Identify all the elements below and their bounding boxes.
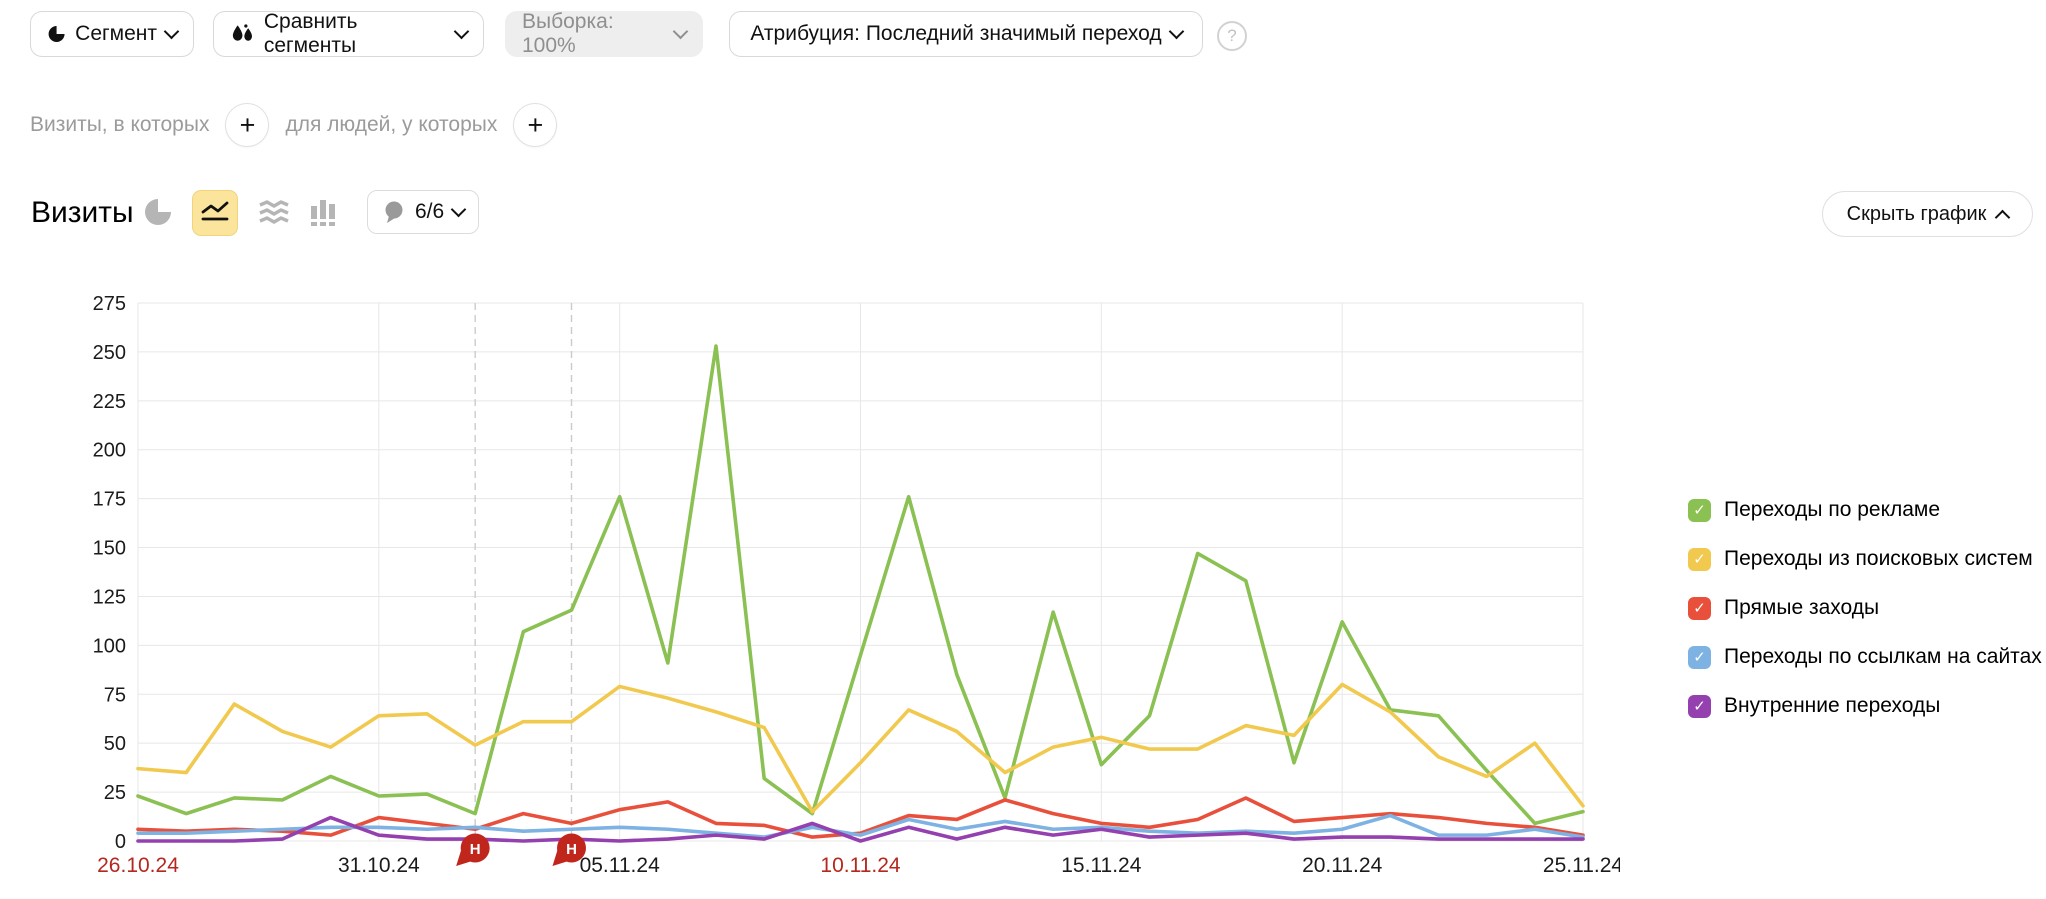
compare-segments-button[interactable]: Сравнить сегменты (213, 10, 484, 57)
chevron-down-icon (672, 23, 689, 39)
note-marker-label: Н (566, 841, 577, 858)
chart-type-line-button[interactable] (192, 190, 238, 236)
note-marker-label: Н (470, 841, 481, 858)
y-axis-tick-label: 0 (115, 831, 126, 853)
note-marker-tail (456, 850, 473, 866)
legend-item-search[interactable]: ✓ Переходы из поисковых систем (1688, 547, 2042, 571)
checkbox-checked-icon[interactable]: ✓ (1688, 498, 1711, 522)
y-axis-tick-label: 200 (93, 440, 126, 462)
y-axis-tick-label: 250 (93, 342, 126, 364)
note-marker-tail (552, 850, 569, 866)
visits-filter-label: Визиты, в которых (30, 113, 210, 136)
y-axis-tick-label: 25 (104, 782, 126, 804)
chart-type-stacked-area-button[interactable] (252, 190, 296, 234)
series-line[interactable] (136, 796, 1585, 839)
add-user-condition-button[interactable]: + (513, 103, 558, 147)
comment-bubble-icon (385, 201, 403, 223)
plus-icon: + (239, 109, 256, 140)
x-axis-tick-label: 05.11.24 (580, 854, 661, 877)
checkbox-checked-icon[interactable]: ✓ (1688, 596, 1711, 620)
attribution-label: Атрибуция: Последний значимый переход (750, 22, 1162, 45)
y-axis-tick-label: 225 (93, 391, 126, 413)
users-filter-label: для людей, у которых (285, 113, 498, 136)
chevron-down-icon (163, 23, 180, 39)
y-axis-tick-label: 50 (104, 733, 126, 755)
legend-item-direct[interactable]: ✓ Прямые заходы (1688, 596, 2042, 620)
chevron-down-icon (453, 23, 470, 39)
x-axis-tick-label: 31.10.24 (338, 854, 420, 877)
series-line[interactable] (136, 344, 1585, 826)
checkbox-checked-icon[interactable]: ✓ (1688, 547, 1711, 571)
series-line[interactable] (136, 815, 1585, 843)
comments-button[interactable]: 6/6 (367, 190, 480, 234)
compare-drops-icon (232, 24, 252, 41)
legend-item-site-links[interactable]: ✓ Переходы по ссылкам на сайтах (1688, 645, 2042, 669)
x-axis-tick-label: 20.11.24 (1302, 854, 1383, 877)
comments-count: 6/6 (415, 200, 445, 223)
legend-label: Переходы по ссылкам на сайтах (1724, 645, 2042, 668)
note-marker-icon[interactable] (460, 833, 490, 863)
legend-item-internal[interactable]: ✓ Внутренние переходы (1688, 694, 2042, 718)
legend-label: Внутренние переходы (1724, 694, 1941, 717)
y-axis-tick-label: 75 (104, 684, 126, 706)
legend-label: Прямые заходы (1724, 596, 1880, 619)
pie-segment-icon (48, 26, 65, 42)
attribution-button[interactable]: Атрибуция: Последний значимый переход (729, 11, 1203, 57)
checkbox-checked-icon[interactable]: ✓ (1688, 645, 1711, 669)
visits-chart[interactable]: 0 25 50 75 100 125 150 175 200 225 250 275 26.10.24 3… (0, 290, 1624, 894)
chart-type-pie-button[interactable] (136, 190, 180, 234)
hide-chart-button[interactable]: Скрыть график (1822, 191, 2033, 237)
sampling-button[interactable]: Выборка: 100% (505, 10, 703, 57)
add-visit-condition-button[interactable]: + (225, 103, 270, 147)
chart-title: Визиты (31, 196, 134, 229)
chevron-down-icon (1168, 23, 1184, 39)
chevron-up-icon (1995, 209, 2011, 225)
checkbox-checked-icon[interactable]: ✓ (1688, 694, 1711, 718)
y-axis-tick-label: 125 (93, 586, 126, 608)
column-chart-icon (311, 200, 335, 226)
y-axis-tick-label: 100 (93, 635, 126, 657)
legend-label: Переходы из поисковых систем (1724, 547, 2033, 570)
y-axis-tick-label: 175 (93, 489, 126, 511)
legend-label: Переходы по рекламе (1724, 498, 1941, 521)
chart-legend: ✓ Переходы по рекламе ✓ Переходы из поис… (1688, 498, 2042, 718)
note-marker-icon[interactable] (557, 833, 586, 863)
compare-segments-label: Сравнить сегменты (263, 10, 358, 57)
line-chart-icon (201, 201, 229, 221)
sampling-label: Выборка: 100% (522, 10, 614, 57)
segment-button[interactable]: Сегмент (30, 11, 194, 57)
chevron-down-icon (450, 201, 467, 217)
segment-button-label: Сегмент (75, 22, 157, 45)
visits-line-chart-svg[interactable]: 0 25 50 75 100 125 150 175 200 225 250 275 26.10.24 3… (0, 290, 1624, 894)
help-icon[interactable]: ? (1217, 21, 1247, 51)
x-axis-tick-label: 26.10.24 (97, 854, 179, 877)
y-axis-tick-label: 150 (93, 538, 126, 560)
chart-type-columns-button[interactable] (301, 190, 345, 234)
x-axis-tick-label: 15.11.24 (1061, 854, 1142, 877)
series-line[interactable] (136, 682, 1585, 814)
segmentation-filter-row: Визиты, в которых + для людей, у которых… (30, 103, 558, 147)
legend-item-ads[interactable]: ✓ Переходы по рекламе (1688, 498, 2042, 522)
plus-icon: + (527, 109, 544, 140)
help-question-mark: ? (1227, 26, 1237, 45)
y-axis-tick-label: 275 (93, 293, 126, 315)
series-line[interactable] (136, 813, 1585, 839)
x-axis-tick-label: 10.11.24 (820, 854, 901, 877)
hide-chart-label: Скрыть график (1846, 202, 1987, 225)
stacked-area-icon (259, 200, 289, 224)
pie-chart-icon (145, 199, 171, 225)
x-axis-tick-label: 25.11.24 (1543, 854, 1620, 877)
